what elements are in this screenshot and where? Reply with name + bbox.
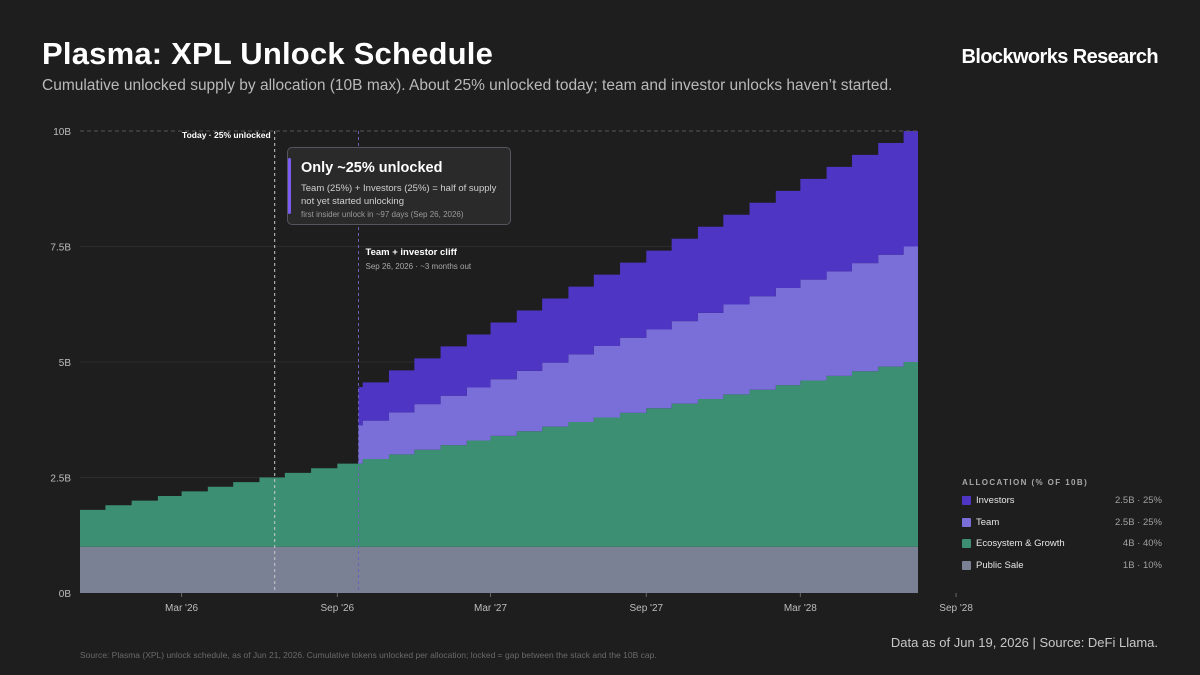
callout-title: Only ~25% unlocked xyxy=(301,160,443,176)
legend-label: Investors xyxy=(976,495,1015,506)
legend-label: Ecosystem & Growth xyxy=(976,538,1065,549)
legend-value: 2.5B · 25% xyxy=(1115,495,1162,506)
legend-value: 1B · 10% xyxy=(1122,559,1162,571)
legend-title: ALLOCATION (% OF 10B) xyxy=(962,478,1089,487)
legend-value: 4B · 40% xyxy=(1122,538,1162,549)
area-public-sale xyxy=(80,546,918,593)
x-tick-label: Mar '28 xyxy=(784,603,817,614)
area-investors xyxy=(80,131,918,510)
today-label: Today · 25% unlocked xyxy=(182,130,271,140)
cliff-label: Team + investor cliff xyxy=(365,247,457,258)
x-tick-label: Sep '27 xyxy=(629,603,663,614)
y-tick-label: 5B xyxy=(59,358,72,369)
x-tick-label: Mar '27 xyxy=(474,603,507,614)
legend-item-ecosystem: Ecosystem & Growth 4B · 40% xyxy=(962,538,1162,560)
legend-swatch xyxy=(962,517,971,527)
legend-swatch xyxy=(962,496,971,505)
legend-value: 2.5B · 25% xyxy=(1115,516,1162,528)
callout-body: Team (25%) + Investors (25%) = half of s… xyxy=(301,183,497,207)
brand-logo: Blockworks Research xyxy=(961,46,1159,68)
y-tick-label: 7.5B xyxy=(50,243,71,254)
y-tick-label: 0B xyxy=(59,589,72,600)
legend-label: Public Sale xyxy=(976,559,1024,571)
area-ecosystem xyxy=(80,362,918,547)
callout-box: Only ~25% unlocked Team (25%) + Investor… xyxy=(287,147,511,225)
legend: ALLOCATION (% OF 10B) Investors 2.5B · 2… xyxy=(962,478,1162,581)
x-tick-label: Mar '26 xyxy=(165,603,198,614)
legend-swatch xyxy=(962,560,971,570)
legend-item-team: Team 2.5B · 25% xyxy=(962,517,1162,539)
legend-item-public-sale: Public Sale 1B · 10% xyxy=(962,560,1162,582)
callout-note: first insider unlock in ~97 days (Sep 26… xyxy=(301,210,464,219)
area-team xyxy=(80,246,918,510)
legend-swatch xyxy=(962,539,971,548)
x-tick-label: Sep '28 xyxy=(939,603,973,614)
legend-item-investors: Investors 2.5B · 25% xyxy=(962,495,1162,517)
page-title: Plasma: XPL Unlock Schedule xyxy=(42,36,494,71)
x-tick-label: Sep '26 xyxy=(321,603,355,614)
legend-label: Team xyxy=(976,516,1000,528)
data-as-of: Data as of Jun 19, 2026 | Source: DeFi L… xyxy=(890,635,1158,650)
y-tick-label: 2.5B xyxy=(50,474,71,485)
cliff-sublabel: Sep 26, 2026 · ~3 months out xyxy=(365,262,471,271)
y-tick-label: 10B xyxy=(53,127,71,138)
source-footnote: Source: Plasma (XPL) unlock schedule, as… xyxy=(80,650,657,660)
page-subtitle: Cumulative unlocked supply by allocation… xyxy=(42,77,893,94)
callout-accent-bar xyxy=(288,158,291,214)
